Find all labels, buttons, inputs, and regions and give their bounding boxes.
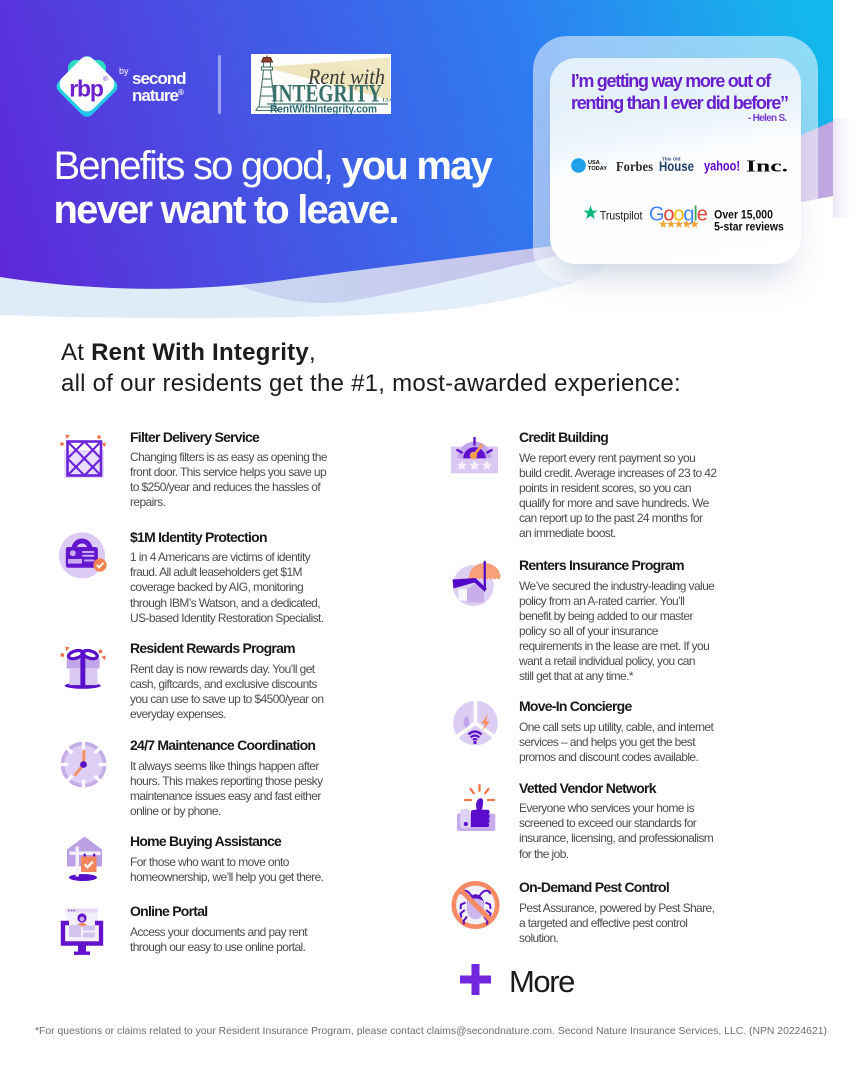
svg-text:Forbes: Forbes xyxy=(616,160,653,175)
svg-text:House: House xyxy=(659,159,694,174)
svg-text:Google: Google xyxy=(649,204,708,226)
svg-text:Inc.: Inc. xyxy=(746,157,788,176)
svg-text:Trustpilot: Trustpilot xyxy=(600,208,643,222)
svg-text:This Old: This Old xyxy=(662,157,681,162)
svg-text:LLC: LLC xyxy=(383,98,392,104)
svg-text:INTEGRITY: INTEGRITY xyxy=(271,81,382,108)
svg-text:yahoo!: yahoo! xyxy=(704,159,740,174)
svg-text:USA: USA xyxy=(588,160,600,166)
svg-text:RentWithIntegrity.com: RentWithIntegrity.com xyxy=(270,104,377,115)
svg-text:Over 15,000: Over 15,000 xyxy=(714,207,773,221)
svg-text:Rent with: Rent with xyxy=(307,64,385,89)
svg-text:TODAY: TODAY xyxy=(588,166,607,172)
svg-text:®: ® xyxy=(103,75,108,83)
svg-text:5-star reviews: 5-star reviews xyxy=(714,220,784,234)
svg-text:rbp: rbp xyxy=(69,76,104,102)
